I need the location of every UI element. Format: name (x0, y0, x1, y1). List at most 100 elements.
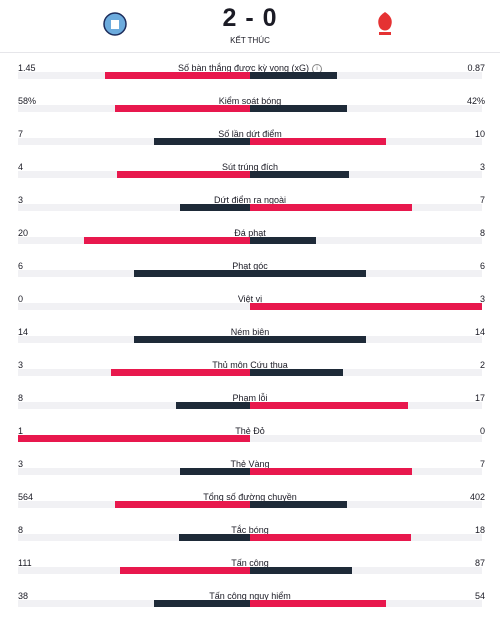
stat-name: Tấn công (231, 558, 269, 568)
home-value: 58% (18, 96, 37, 106)
stat-name: Sút trúng đích (221, 162, 279, 172)
away-bar (250, 237, 317, 244)
away-bar (250, 72, 337, 79)
stat-row: 8 Phạm lỗi 17 (0, 392, 500, 425)
home-bar (180, 204, 250, 211)
away-bar (250, 204, 413, 211)
away-value: 3 (479, 294, 485, 304)
home-value: 20 (18, 228, 29, 238)
home-value: 3 (18, 360, 24, 370)
away-value: 0 (479, 426, 485, 436)
home-bar (119, 567, 250, 574)
stat-row: 38 Tấn công nguy hiểm 54 (0, 590, 500, 621)
stat-name: Việt vị (237, 294, 263, 304)
away-value: 7 (479, 459, 485, 469)
away-bar (250, 468, 413, 475)
home-bar (110, 369, 250, 376)
stat-row: 1.45 Số bàn thắng được kỳ vọng (xG) i 0.87 (0, 62, 500, 95)
home-value: 0 (18, 294, 24, 304)
stat-name: Ném biên (230, 327, 270, 337)
home-bar (178, 534, 250, 541)
stat-row: 6 Phạt góc 6 (0, 260, 500, 293)
away-value: 8 (479, 228, 485, 238)
stat-row: 564 Tổng số đường chuyền 402 (0, 491, 500, 524)
away-value: 7 (479, 195, 485, 205)
home-bar (134, 270, 250, 277)
away-logo (378, 12, 392, 35)
bar-track (18, 435, 482, 442)
stat-row: 3 Thủ môn Cứu thua 2 (0, 359, 500, 392)
home-bar (117, 171, 250, 178)
away-bar (250, 369, 343, 376)
home-bar (18, 435, 250, 442)
stat-name: Phạm lỗi (232, 393, 268, 403)
stat-name: Tổng số đường chuyền (203, 492, 297, 502)
stat-name: Số lần dứt điểm (218, 129, 282, 139)
match-status: KẾT THÚC (230, 36, 270, 45)
home-bar (134, 336, 250, 343)
home-value: 8 (18, 393, 24, 403)
away-bar (250, 138, 387, 145)
score: 2 - 0 (222, 4, 278, 32)
stat-row: 3 Dứt điểm ra ngoài 7 (0, 194, 500, 227)
away-bar (250, 270, 366, 277)
home-value: 3 (18, 459, 24, 469)
away-value: 18 (474, 525, 485, 535)
away-value: 3 (479, 162, 485, 172)
home-logo (103, 12, 127, 36)
stat-row: 58% Kiểm soát bóng 42% (0, 95, 500, 128)
home-bar (175, 402, 250, 409)
home-value: 564 (18, 492, 34, 502)
home-bar (84, 237, 250, 244)
away-value: 54 (474, 591, 485, 601)
stat-name: Phạt góc (232, 261, 268, 271)
home-value: 7 (18, 129, 24, 139)
home-value: 6 (18, 261, 24, 271)
stat-name: Tấn công nguy hiểm (209, 591, 291, 601)
away-value: 10 (474, 129, 485, 139)
away-value: 2 (479, 360, 485, 370)
stat-row: 1 Thẻ Đỏ 0 (0, 425, 500, 458)
home-value: 3 (18, 195, 24, 205)
away-bar (250, 501, 347, 508)
stat-row: 8 Tắc bóng 18 (0, 524, 500, 557)
away-bar (250, 567, 352, 574)
home-bar (115, 105, 250, 112)
stat-name: Thủ môn Cứu thua (212, 360, 288, 370)
stat-name: Tắc bóng (231, 525, 269, 535)
away-bar (250, 534, 411, 541)
away-value: 402 (469, 492, 485, 502)
stat-row: 4 Sút trúng đích 3 (0, 161, 500, 194)
away-value: 87 (474, 558, 485, 568)
stat-name: Thẻ Vàng (230, 459, 270, 469)
home-value: 14 (18, 327, 29, 337)
away-bar (250, 105, 348, 112)
home-value: 8 (18, 525, 24, 535)
away-bar (250, 171, 350, 178)
home-value: 111 (18, 558, 32, 568)
home-bar (105, 72, 250, 79)
away-value: 0.87 (467, 63, 485, 73)
stat-row: 111 Tấn công 87 (0, 557, 500, 590)
away-value: 14 (474, 327, 485, 337)
stat-name: Đá phạt (234, 228, 266, 238)
away-bar (250, 303, 482, 310)
stat-row: 7 Số lần dứt điểm 10 (0, 128, 500, 161)
stat-row: 0 Việt vị 3 (0, 293, 500, 326)
stat-row: 3 Thẻ Vàng 7 (0, 458, 500, 491)
away-value: 6 (479, 261, 485, 271)
away-value: 42% (466, 96, 485, 106)
home-bar (114, 501, 250, 508)
home-value: 4 (18, 162, 24, 172)
away-bar (250, 402, 408, 409)
home-value: 38 (18, 591, 29, 601)
away-bar (250, 336, 366, 343)
stat-name: Kiểm soát bóng (218, 96, 282, 106)
home-bar (154, 600, 250, 607)
stat-row: 20 Đá phạt 8 (0, 227, 500, 260)
stat-name: Thẻ Đỏ (235, 426, 265, 436)
away-value: 17 (474, 393, 485, 403)
home-value: 1 (18, 426, 24, 436)
divider (0, 52, 500, 53)
